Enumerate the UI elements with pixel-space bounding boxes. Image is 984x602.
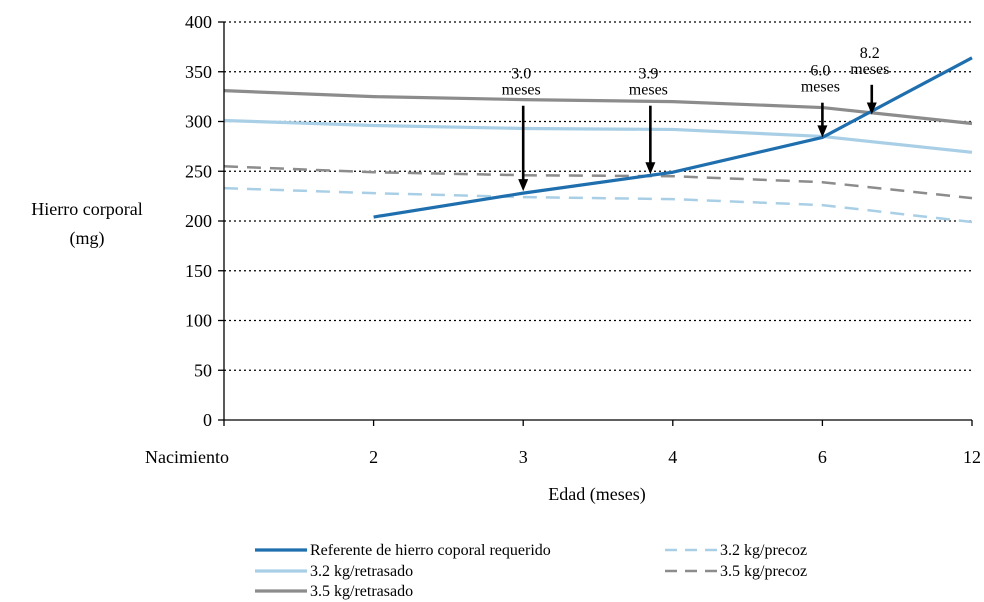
- annotation-value: 3.9: [638, 66, 658, 83]
- annotation-arrow-head: [645, 162, 656, 175]
- legend-label: 3.5 kg/precoz: [720, 563, 807, 580]
- x-tick-labels: Nacimiento 2 3 4 6 12: [145, 447, 981, 467]
- y-tick-labels: 0 50 100 150 200 250 300 350 400: [185, 12, 212, 430]
- y-tick-label: 250: [185, 161, 212, 181]
- legend-label: 3.5 kg/retrasado: [310, 583, 413, 600]
- legend-label: 3.2 kg/precoz: [720, 542, 807, 559]
- series-line: [373, 56, 973, 219]
- y-tick-label: 300: [185, 112, 212, 132]
- x-tick-label: Nacimiento: [145, 447, 229, 467]
- y-axis-title-line-1: Hierro corporal: [31, 199, 142, 219]
- annotation-arrow-head: [866, 102, 877, 115]
- annotation-value: 6.0: [810, 63, 830, 80]
- y-tick-label: 0: [203, 410, 212, 430]
- annotation-value: 3.0: [511, 66, 531, 83]
- series-lines: [223, 56, 973, 224]
- series-line: [223, 89, 973, 126]
- x-axis-title: Edad (meses): [548, 484, 645, 505]
- series-line: [223, 165, 973, 200]
- annotation-arrow-head: [817, 125, 828, 138]
- y-tick-label: 100: [185, 311, 212, 331]
- annotation-unit: meses: [801, 79, 840, 96]
- annotation-unit: meses: [850, 61, 889, 78]
- y-tick-label: 150: [185, 261, 212, 281]
- y-tick-label: 200: [185, 211, 212, 231]
- y-axis-title-line-2: (mg): [70, 228, 105, 249]
- annotation-arrow-head: [518, 179, 529, 192]
- x-tick-label: 4: [668, 447, 677, 467]
- legend-label: Referente de hierro coporal requerido: [310, 542, 551, 559]
- x-tick-label: 3: [519, 447, 528, 467]
- y-tick-label: 400: [185, 12, 212, 32]
- legend-label: 3.2 kg/retrasado: [310, 563, 413, 580]
- series-line: [223, 118, 973, 154]
- legend: Referente de hierro coporal requerido 3.2…: [255, 542, 807, 600]
- series-line: [223, 186, 973, 224]
- annotation-unit: meses: [502, 82, 541, 99]
- annotation-value: 8.2: [860, 45, 880, 62]
- annotation-unit: meses: [629, 82, 668, 99]
- x-tick-label: 12: [963, 447, 981, 467]
- y-tick-label: 50: [194, 360, 212, 380]
- x-tick-label: 2: [369, 447, 378, 467]
- y-tick-label: 350: [185, 62, 212, 82]
- x-tick-label: 6: [818, 447, 827, 467]
- axes: [218, 21, 973, 426]
